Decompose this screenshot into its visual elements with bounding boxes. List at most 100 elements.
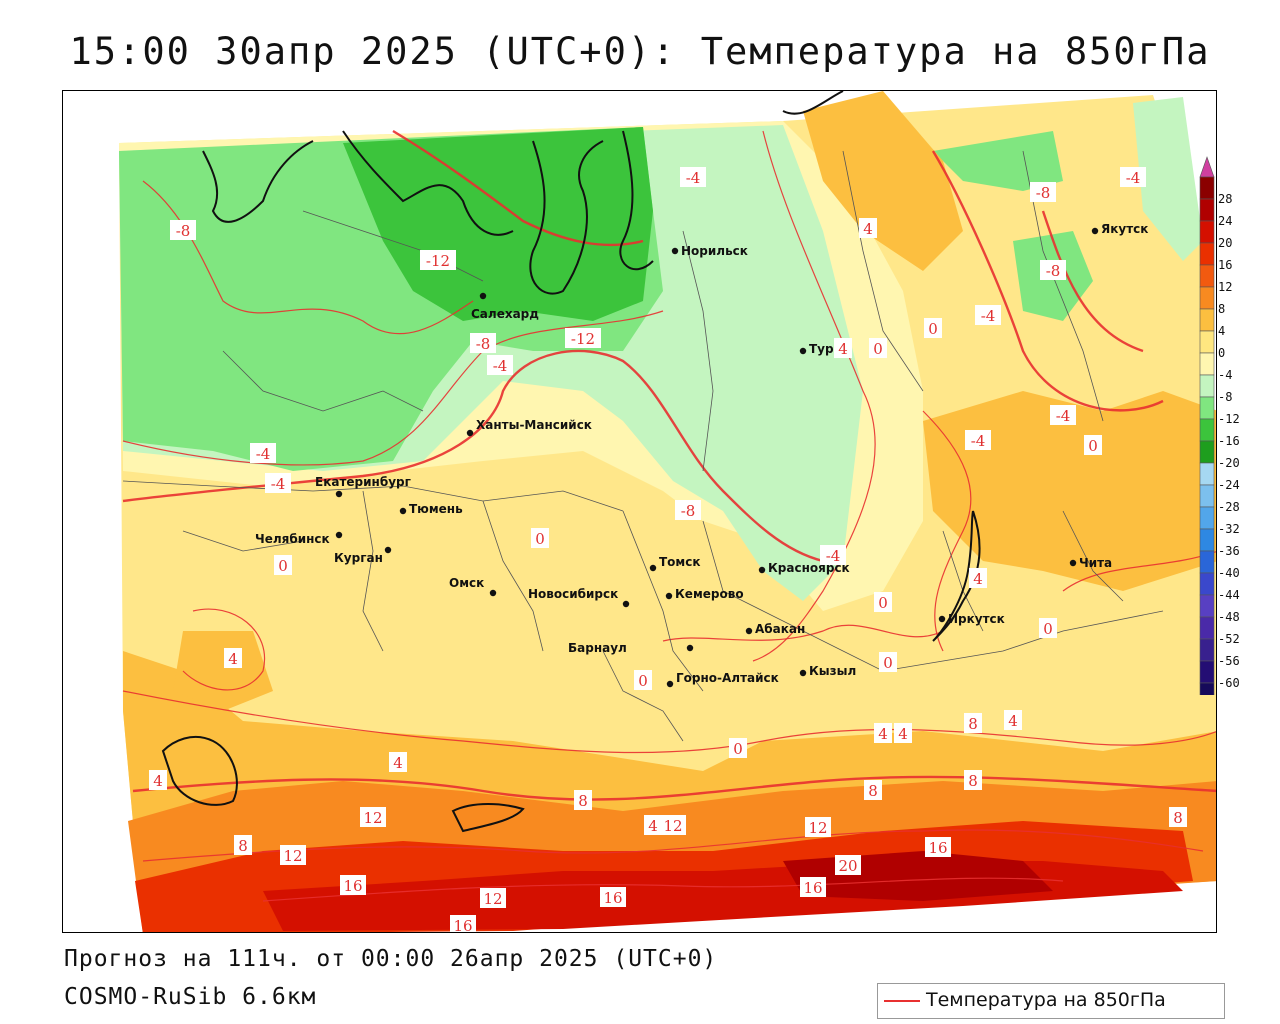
isotherm-label: -4: [1050, 405, 1076, 425]
colorbar-tick-label: -32: [1218, 522, 1240, 536]
city-marker: Чита: [1069, 556, 1112, 570]
region-border: [802, 610, 1164, 672]
isotherm-label: -8: [470, 333, 496, 353]
city-label: Тюмень: [409, 502, 463, 516]
colorbar-tick-label: 8: [1218, 302, 1225, 316]
isotherm-label: 12: [280, 845, 306, 865]
city-dot: [799, 347, 807, 355]
isotherm-line: [662, 624, 944, 642]
colorbar-cell: [1199, 242, 1215, 266]
colorbar-cell: [1199, 396, 1215, 420]
city-marker: Кызыл: [799, 664, 856, 678]
region-border: [222, 350, 424, 412]
city-marker: Абакан: [745, 622, 805, 636]
city-marker: Салехард: [471, 292, 539, 321]
city-dot: [479, 292, 487, 300]
colorbar-cell: [1199, 220, 1215, 244]
isotherm-line: [132, 775, 1216, 801]
colorbar-tick-label: -56: [1218, 654, 1240, 668]
svg-text:4: 4: [1008, 712, 1018, 730]
svg-text:0: 0: [535, 530, 545, 548]
colorbar-tick-label: -60: [1218, 676, 1240, 690]
svg-text:4: 4: [973, 570, 983, 588]
isotherm-line: [122, 310, 664, 466]
isotherm-label: -12: [420, 250, 456, 270]
city-dot: [489, 589, 497, 597]
region-border: [602, 650, 684, 742]
isotherm-label: 8: [234, 835, 252, 855]
colorbar-tick-label: -20: [1218, 456, 1240, 470]
city-label: Чита: [1079, 556, 1112, 570]
city-dot: [938, 615, 946, 623]
city-label: Кызыл: [809, 664, 856, 678]
svg-text:12: 12: [808, 819, 827, 837]
region-border: [682, 230, 714, 472]
svg-text:-4: -4: [826, 547, 841, 565]
city-label: Иркутск: [948, 612, 1005, 626]
city-dot: [1091, 227, 1099, 235]
city-label: Горно-Алтайск: [676, 671, 779, 685]
colorbar-cell: [1199, 308, 1215, 332]
colorbar-cell: [1199, 374, 1215, 398]
isotherm-label: 12: [805, 817, 831, 837]
svg-text:12: 12: [483, 890, 502, 908]
city-dot: [665, 592, 673, 600]
temperature-map: Салехард Норильск Якутск Тура Ханты-Мансийск…: [119, 91, 1216, 932]
coastline: [782, 91, 844, 115]
isotherm-label: 0: [924, 318, 942, 338]
city-label: Барнаул: [568, 641, 627, 655]
isotherm-label: 16: [925, 837, 951, 857]
city-dot: [649, 564, 657, 572]
city-marker: Ханты-Мансийск: [466, 418, 592, 437]
map-title: 15:00 30апр 2025 (UTC+0): Температура на…: [69, 30, 1211, 73]
isotherm-label: 0: [1039, 618, 1057, 638]
city-label: Томск: [659, 555, 701, 569]
svg-text:-8: -8: [681, 502, 696, 520]
forecast-info: Прогноз на 111ч. от 00:00 26апр 2025 (UT…: [64, 946, 718, 972]
svg-text:12: 12: [663, 817, 682, 835]
city-label: Ханты-Мансийск: [476, 418, 592, 432]
warm-spot-4-west: [173, 631, 273, 711]
colorbar-tick-label: -28: [1218, 500, 1240, 514]
isotherm-label: 16: [340, 875, 366, 895]
city-marker: Якутск: [1091, 222, 1148, 236]
isotherm-label: 4: [859, 218, 877, 238]
colorbar-cell: [1199, 484, 1215, 508]
region-border: [122, 480, 624, 512]
city-dot: [384, 546, 392, 554]
svg-text:8: 8: [968, 715, 978, 733]
cool-band-8-east: [933, 131, 1063, 191]
svg-text:-4: -4: [1056, 407, 1071, 425]
colorbar-tick-label: -24: [1218, 478, 1240, 492]
svg-text:-8: -8: [476, 335, 491, 353]
isotherm-label: -4: [487, 355, 513, 375]
isotherm-label: -4: [820, 545, 846, 565]
isotherm-label: -4: [680, 167, 706, 187]
city-label: Якутск: [1101, 222, 1148, 236]
svg-text:-4: -4: [256, 445, 271, 463]
svg-text:8: 8: [968, 772, 978, 790]
svg-text:4: 4: [898, 725, 908, 743]
cool-band-4-east: [1133, 97, 1203, 261]
city-marker: Курган: [334, 546, 392, 565]
colorbar-tick-label: 0: [1218, 346, 1225, 360]
coastline: [202, 140, 314, 223]
city-dot: [1069, 559, 1077, 567]
city-label: Екатеринбург: [315, 475, 411, 489]
svg-text:4: 4: [878, 725, 888, 743]
isotherm-label: 4: [1004, 710, 1022, 730]
city-marker: Норильск: [671, 244, 748, 258]
svg-text:-4: -4: [686, 169, 701, 187]
isotherm-label: -8: [1040, 260, 1066, 280]
city-dot: [745, 627, 753, 635]
city-marker: Екатеринбург: [315, 475, 411, 498]
isotherm-label: 16: [800, 877, 826, 897]
city-marker: Челябинск: [255, 531, 343, 546]
region-border: [482, 500, 544, 652]
colorbar-tick-label: 4: [1218, 324, 1225, 338]
region-border: [842, 150, 924, 392]
colorbar-tick-label: -40: [1218, 566, 1240, 580]
legend-label: Температура на 850гПа: [926, 989, 1166, 1011]
city-marker: Омск: [449, 576, 497, 597]
isotherm-label: -4: [250, 443, 276, 463]
